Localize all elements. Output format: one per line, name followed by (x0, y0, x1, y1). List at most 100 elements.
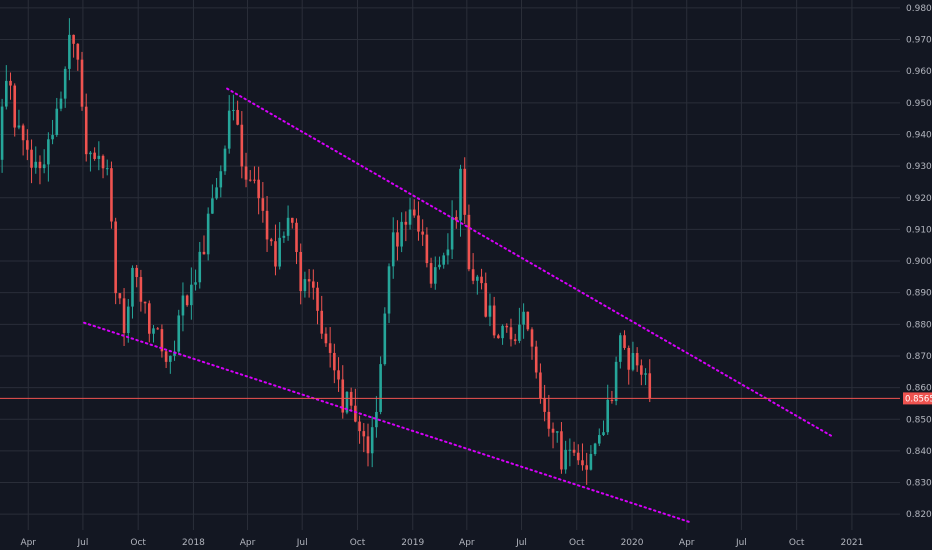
candle-down (576, 444, 580, 465)
candle-body (534, 346, 538, 373)
candle-body (290, 217, 294, 223)
candle-down (118, 293, 122, 305)
candle-body (455, 216, 458, 221)
candle-up (387, 263, 391, 323)
candle-down (164, 349, 168, 369)
candle-down (185, 294, 189, 307)
candle-up (194, 269, 197, 291)
candle-body (438, 264, 441, 268)
candle-up (68, 18, 71, 81)
candle-down (333, 343, 336, 384)
candle-body (93, 152, 96, 159)
candle-down (202, 235, 206, 255)
candle-body (324, 333, 328, 344)
candle-up (589, 445, 593, 471)
trendline-lower[interactable] (83, 321, 691, 524)
candle-body (383, 313, 387, 365)
candle-body (623, 335, 626, 348)
x-tick-label: Jul (76, 538, 88, 548)
candle-body (640, 365, 643, 375)
y-axis: 0.82000 0.83000 0.84000 0.85000 0.86000 0.870… (906, 4, 932, 520)
candle-body (497, 335, 500, 339)
trendlines[interactable] (83, 87, 834, 524)
trendline-upper[interactable] (226, 87, 834, 438)
candle-down (139, 269, 143, 312)
candle-up (0, 98, 4, 173)
candle-body (404, 221, 408, 225)
candle-down (560, 422, 563, 474)
candle-body (38, 161, 42, 169)
candle-body (0, 106, 4, 160)
candle-up (518, 307, 521, 344)
candle-up (383, 307, 387, 366)
y-tick-label: 0.90000 (906, 257, 932, 267)
candle-up (190, 267, 193, 320)
candle-body (526, 311, 530, 330)
candle-body (9, 80, 12, 86)
candle-body (257, 179, 260, 199)
candle-body (513, 339, 517, 341)
candle-body (89, 152, 92, 155)
candles (0, 18, 652, 485)
candle-up (379, 356, 382, 415)
candle-body (5, 80, 8, 107)
candle-down (585, 452, 588, 485)
candle-down (547, 394, 551, 437)
candle-up (198, 241, 202, 289)
candle-body (185, 295, 189, 306)
candle-body (126, 306, 130, 334)
candle-down (312, 269, 315, 300)
candle-body (63, 68, 67, 99)
candle-body (80, 59, 84, 107)
candle-body (597, 435, 601, 444)
candle-down (467, 204, 471, 272)
candle-up (303, 271, 307, 298)
candle-body (522, 311, 525, 325)
candle-body (576, 452, 580, 461)
candle-body (560, 431, 563, 470)
candle-down (257, 166, 260, 215)
candle-up (606, 384, 610, 435)
candle-body (114, 221, 117, 294)
candle-body (34, 161, 38, 168)
candle-body (101, 155, 105, 169)
x-axis: Apr Jul Oct 2018 Apr Jul Oct 2019 Apr Jul Oct 2020 A… (20, 538, 863, 548)
x-tick-label: Jul (735, 538, 747, 548)
candle-body (269, 239, 273, 242)
candle-body (379, 364, 382, 412)
candle-body (648, 373, 652, 399)
candle-down (551, 422, 555, 449)
candle-body (232, 109, 235, 111)
candle-down (358, 415, 361, 444)
candle-down (114, 217, 117, 305)
candle-up (181, 282, 185, 332)
x-tick-label: Apr (240, 538, 256, 548)
candle-body (547, 411, 551, 429)
candle-up (177, 309, 181, 355)
candle-down (417, 201, 420, 241)
candle-down (269, 237, 273, 246)
candle-body (181, 295, 185, 316)
candle-body (581, 460, 584, 466)
candle-body (539, 372, 542, 399)
candle-up (476, 274, 479, 295)
candle-body (442, 255, 445, 265)
candle-down (316, 281, 319, 325)
candle-body (244, 166, 248, 180)
candle-body (463, 168, 467, 215)
candle-body (564, 449, 567, 470)
candle-body (42, 164, 46, 169)
candle-down (635, 347, 639, 372)
candle-body (286, 217, 290, 236)
candle-body (320, 310, 324, 334)
candle-down (623, 330, 626, 350)
candle-body (433, 267, 437, 284)
candle-body (47, 139, 50, 165)
x-tick-label: Oct (789, 538, 805, 548)
chart-grid (0, 0, 900, 530)
candle-up (59, 91, 63, 112)
y-tick-label: 0.98000 (906, 4, 932, 14)
candle-down (320, 295, 324, 339)
